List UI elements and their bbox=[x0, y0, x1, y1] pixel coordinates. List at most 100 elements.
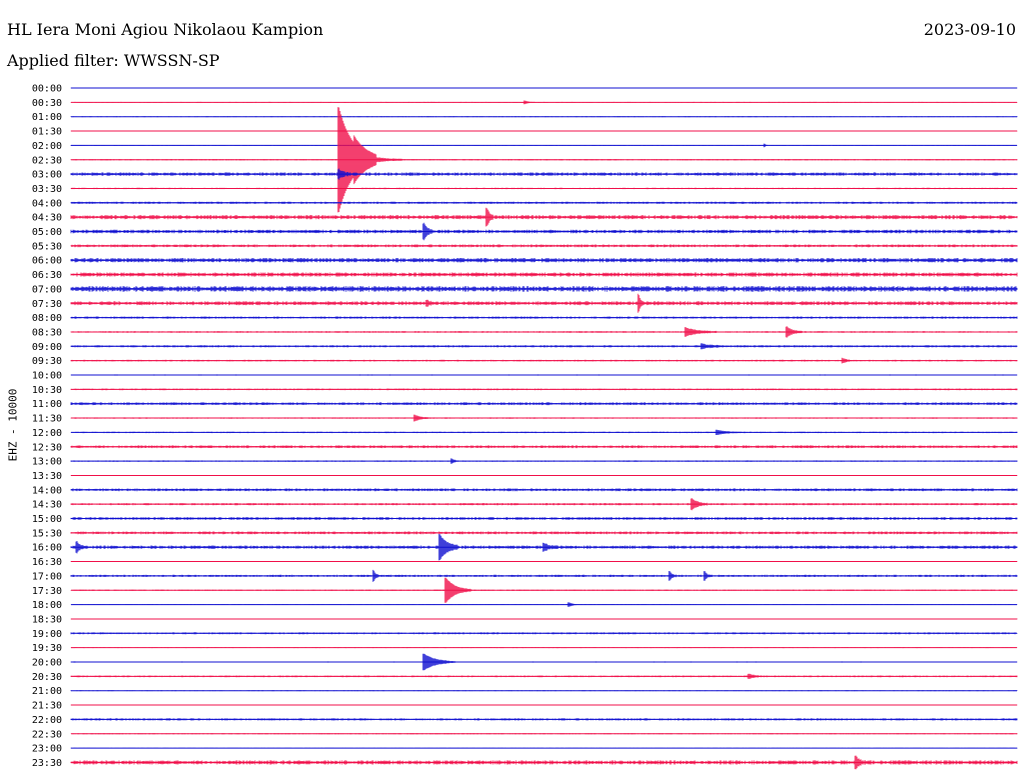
seismic-traces bbox=[70, 87, 1018, 770]
tick-label-1200: 12:00 bbox=[32, 428, 62, 439]
tick-label-2100: 21:00 bbox=[32, 686, 62, 697]
trace-1330 bbox=[70, 475, 1018, 476]
time-tick-labels: 00:00 00:30 01:00 01:30 02:00 02:30 03:00 03:30… bbox=[32, 84, 62, 769]
trace-2330 bbox=[70, 755, 1018, 770]
tick-label-2130: 21:30 bbox=[32, 701, 62, 712]
tick-label-1030: 10:30 bbox=[32, 385, 62, 396]
tick-label-0800: 08:00 bbox=[32, 313, 62, 324]
trace-1300 bbox=[70, 458, 1018, 464]
trace-1130 bbox=[70, 414, 1018, 422]
trace-2100 bbox=[70, 690, 1018, 692]
tick-label-1330: 13:30 bbox=[32, 471, 62, 482]
tick-label-1130: 11:30 bbox=[32, 414, 62, 425]
trace-1930 bbox=[70, 647, 1018, 649]
tick-label-0500: 05:00 bbox=[32, 227, 62, 238]
tick-label-0900: 09:00 bbox=[32, 342, 62, 353]
tick-label-1100: 11:00 bbox=[32, 399, 62, 410]
tick-label-2230: 22:30 bbox=[32, 729, 62, 740]
tick-label-0700: 07:00 bbox=[32, 284, 62, 295]
tick-label-2030: 20:30 bbox=[32, 672, 62, 683]
trace-0200 bbox=[70, 143, 1018, 148]
tick-label-0000: 00:00 bbox=[32, 84, 62, 95]
tick-label-2300: 23:00 bbox=[32, 744, 62, 755]
tick-label-0930: 09:30 bbox=[32, 356, 62, 367]
tick-label-1300: 13:00 bbox=[32, 457, 62, 468]
tick-label-0030: 00:30 bbox=[32, 98, 62, 109]
tick-label-0430: 04:30 bbox=[32, 213, 62, 224]
tick-label-1830: 18:30 bbox=[32, 614, 62, 625]
tick-label-1930: 19:30 bbox=[32, 643, 62, 654]
tick-label-1430: 14:30 bbox=[32, 500, 62, 511]
trace-0900 bbox=[70, 343, 1018, 350]
trace-0230 bbox=[70, 107, 1018, 213]
tick-label-0330: 03:30 bbox=[32, 184, 62, 195]
trace-1530 bbox=[70, 531, 1018, 535]
tick-label-1900: 19:00 bbox=[32, 629, 62, 640]
trace-0130 bbox=[70, 130, 1018, 132]
tick-label-0730: 07:30 bbox=[32, 299, 62, 310]
trace-1030 bbox=[70, 388, 1018, 391]
trace-1100 bbox=[70, 402, 1018, 406]
tick-label-2200: 22:00 bbox=[32, 715, 62, 726]
trace-1400 bbox=[70, 488, 1018, 492]
trace-1600 bbox=[70, 534, 1018, 561]
trace-2200 bbox=[70, 718, 1018, 721]
trace-0830 bbox=[70, 326, 1018, 338]
filter-label: Applied filter: WWSSN-SP bbox=[7, 51, 220, 70]
tick-label-0530: 05:30 bbox=[32, 241, 62, 252]
trace-0300 bbox=[70, 168, 1018, 180]
trace-2000 bbox=[70, 653, 1018, 671]
trace-0730 bbox=[70, 293, 1018, 313]
trace-0930 bbox=[70, 357, 1018, 364]
tick-label-2330: 23:30 bbox=[32, 758, 62, 769]
trace-0330 bbox=[70, 187, 1018, 190]
trace-1500 bbox=[70, 517, 1018, 520]
trace-1630 bbox=[70, 561, 1018, 562]
trace-0000 bbox=[70, 87, 1018, 89]
trace-1830 bbox=[70, 618, 1018, 620]
trace-0100 bbox=[70, 116, 1018, 118]
trace-1800 bbox=[70, 602, 1018, 607]
trace-2130 bbox=[70, 704, 1018, 706]
trace-0500 bbox=[70, 222, 1018, 241]
trace-0400 bbox=[70, 201, 1018, 204]
tick-label-0630: 06:30 bbox=[32, 270, 62, 281]
trace-0700 bbox=[70, 286, 1018, 292]
trace-1000 bbox=[70, 374, 1018, 376]
trace-0800 bbox=[70, 316, 1018, 319]
tick-label-0200: 02:00 bbox=[32, 141, 62, 152]
trace-1200 bbox=[70, 429, 1018, 435]
tick-label-1700: 17:00 bbox=[32, 571, 62, 582]
tick-label-1000: 10:00 bbox=[32, 371, 62, 382]
tick-label-1800: 18:00 bbox=[32, 600, 62, 611]
tick-label-0130: 01:30 bbox=[32, 127, 62, 138]
tick-label-1630: 16:30 bbox=[32, 557, 62, 568]
trace-2030 bbox=[70, 673, 1018, 679]
trace-1900 bbox=[70, 632, 1018, 635]
trace-0030 bbox=[70, 100, 1018, 105]
station-title: HL Iera Moni Agiou Nikolaou Kampion bbox=[7, 20, 324, 39]
tick-label-1730: 17:30 bbox=[32, 586, 62, 597]
trace-0630 bbox=[70, 272, 1018, 277]
tick-label-1230: 12:30 bbox=[32, 442, 62, 453]
tick-label-0400: 04:00 bbox=[32, 198, 62, 209]
trace-2230 bbox=[70, 733, 1018, 735]
tick-label-1500: 15:00 bbox=[32, 514, 62, 525]
tick-label-1530: 15:30 bbox=[32, 528, 62, 539]
tick-label-1600: 16:00 bbox=[32, 543, 62, 554]
trace-1730 bbox=[70, 577, 1018, 603]
trace-2300 bbox=[70, 747, 1018, 749]
date-label: 2023-09-10 bbox=[923, 20, 1016, 39]
tick-label-0230: 02:30 bbox=[32, 155, 62, 166]
trace-0600 bbox=[70, 258, 1018, 263]
tick-label-0300: 03:00 bbox=[32, 170, 62, 181]
tick-label-0600: 06:00 bbox=[32, 256, 62, 267]
trace-1700 bbox=[70, 569, 1018, 582]
trace-0430 bbox=[70, 207, 1018, 227]
trace-1430 bbox=[70, 498, 1018, 511]
tick-label-0830: 08:30 bbox=[32, 327, 62, 338]
tick-label-1400: 14:00 bbox=[32, 485, 62, 496]
tick-label-0100: 01:00 bbox=[32, 112, 62, 123]
trace-0530 bbox=[70, 244, 1018, 248]
